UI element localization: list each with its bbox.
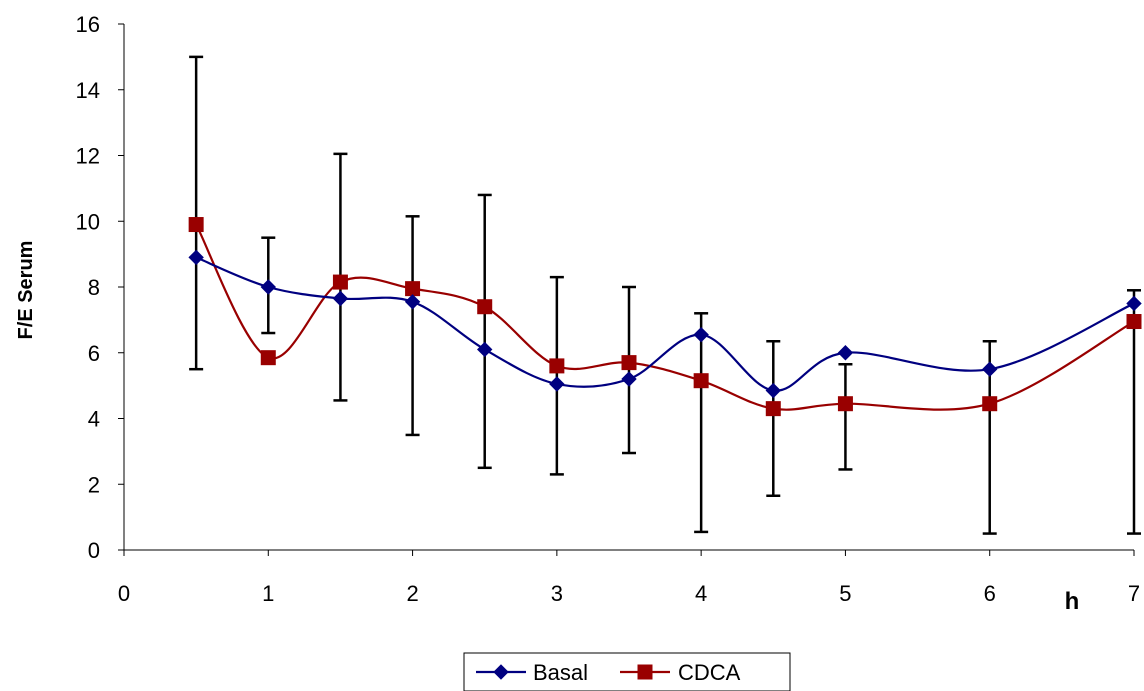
data-point-basal xyxy=(404,294,421,310)
legend-entry-basal: Basal xyxy=(476,660,588,685)
data-point-basal xyxy=(621,371,637,387)
series-line-cdca xyxy=(195,224,1135,411)
y-tick-label: 4 xyxy=(88,407,100,432)
y-tick-label: 14 xyxy=(76,78,100,103)
y-tick-label: 16 xyxy=(76,12,100,37)
data-point-basal xyxy=(188,249,204,266)
data-point-cdca xyxy=(621,355,637,371)
data-point-basal xyxy=(477,341,493,358)
data-point-basal xyxy=(549,376,565,392)
data-point-basal xyxy=(765,382,781,399)
y-tick-label: 2 xyxy=(88,472,100,497)
data-point-basal xyxy=(837,345,854,361)
x-tick-label: 3 xyxy=(551,581,563,606)
x-tick-label: 2 xyxy=(406,581,418,606)
data-point-cdca xyxy=(1126,314,1142,330)
data-point-cdca xyxy=(260,350,276,366)
data-point-basal xyxy=(693,326,709,343)
data-point-basal xyxy=(332,290,349,307)
x-tick-label: 4 xyxy=(695,581,707,606)
y-tick-label: 6 xyxy=(88,341,100,366)
data-point-cdca xyxy=(982,396,998,412)
legend-label-cdca: CDCA xyxy=(678,660,741,685)
data-point-cdca xyxy=(549,358,565,374)
data-point-cdca xyxy=(405,281,421,297)
data-point-cdca xyxy=(693,373,709,389)
y-axis-title: F/E Serum xyxy=(15,241,37,340)
data-point-cdca xyxy=(477,299,493,315)
x-tick-label: 6 xyxy=(984,581,996,606)
legend-label-basal: Basal xyxy=(533,660,588,685)
y-tick-label: 10 xyxy=(76,209,100,234)
legend-marker-cdca xyxy=(637,664,653,680)
legend-marker-basal xyxy=(493,664,509,680)
series-markers xyxy=(188,217,1142,417)
legend: Basal CDCA xyxy=(463,652,791,691)
data-point-cdca xyxy=(765,401,781,417)
data-point-basal xyxy=(260,279,276,295)
data-point-basal xyxy=(982,361,998,377)
x-tick-label: 1 xyxy=(262,581,274,606)
y-ticks: 0 2 4 6 8 10 12 14 16 xyxy=(76,12,124,563)
data-point-cdca xyxy=(188,217,204,233)
legend-entry-cdca: CDCA xyxy=(620,660,741,685)
x-tick-label: 7 xyxy=(1128,581,1140,606)
x-tick-label: 5 xyxy=(839,581,851,606)
error-bars xyxy=(189,55,1141,535)
y-tick-label: 0 xyxy=(88,538,100,563)
x-ticks: 0 1 2 3 4 5 6 7 xyxy=(118,550,1140,606)
x-axis-title: h xyxy=(1065,588,1080,615)
y-tick-label: 12 xyxy=(76,144,100,169)
x-tick-label: 0 xyxy=(118,581,130,606)
data-point-basal xyxy=(1126,295,1142,312)
series-lines xyxy=(195,224,1135,411)
data-point-cdca xyxy=(837,396,853,412)
data-point-cdca xyxy=(332,274,348,290)
y-tick-label: 8 xyxy=(88,275,100,300)
